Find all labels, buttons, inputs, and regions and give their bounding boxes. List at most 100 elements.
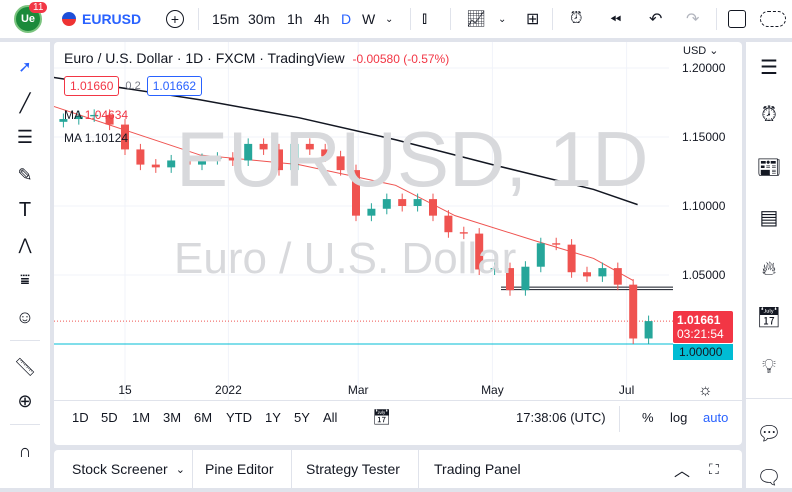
settings-icon[interactable]: ☼	[698, 382, 713, 399]
interval-4h[interactable]: 4h	[314, 11, 330, 27]
calendar-icon[interactable]: 📅︎	[756, 306, 782, 329]
y-tick-label: 1.20000	[682, 61, 726, 75]
candle-body	[367, 208, 376, 216]
compare-add-icon[interactable]: +	[163, 0, 187, 38]
data-window-icon[interactable]: ▤	[759, 206, 779, 229]
candle-body	[567, 244, 576, 273]
chat-icon[interactable]: 💬︎	[756, 422, 782, 445]
chevron-down-icon[interactable]: ⌄	[385, 13, 394, 25]
hotlist-icon[interactable]: 🔥︎	[761, 257, 777, 280]
candle-body	[244, 143, 253, 161]
range-ytd[interactable]: YTD	[226, 410, 252, 425]
fib-icon[interactable]: ☰	[16, 126, 34, 147]
ideas-icon[interactable]: 💡︎	[762, 355, 776, 378]
emoji-icon[interactable]: ☺	[15, 306, 35, 327]
range-5y[interactable]: 5Y	[294, 410, 310, 425]
right-toolbar: ☰ ⏰︎ 📰︎ ▤ 🔥︎ 📅︎ 💡︎ 💬︎ 🗨︎	[746, 42, 792, 489]
chevron-down-icon[interactable]: ⌄	[498, 13, 507, 25]
range-all[interactable]: All	[323, 410, 338, 425]
candle-body	[506, 268, 514, 291]
log-toggle[interactable]: log	[670, 410, 688, 425]
interval-w[interactable]: W	[362, 11, 376, 27]
magnet-icon[interactable]: ∩	[18, 440, 32, 461]
candle-body	[382, 199, 391, 209]
collapse-icon[interactable]: ︿	[674, 463, 691, 480]
x-tick-label: 2022	[215, 383, 242, 397]
interval-15m[interactable]: 15m	[212, 11, 240, 27]
cloud-save-icon[interactable]	[760, 0, 786, 38]
trend-line-icon[interactable]: ╱	[19, 92, 31, 113]
news-icon[interactable]: 📰︎	[756, 156, 782, 179]
y-tick-label: 1.05000	[682, 268, 726, 282]
tab-strategy-tester[interactable]: Strategy Tester	[306, 461, 400, 477]
x-tick-label: 15	[118, 383, 132, 397]
range-1y[interactable]: 1Y	[265, 410, 281, 425]
interval-1h[interactable]: 1h	[287, 11, 303, 27]
interval-30m[interactable]: 30m	[248, 11, 276, 27]
bottom-panel: Stock Screener ⌄ Pine Editor Strategy Tes…	[54, 450, 742, 488]
buy-button[interactable]: 1.01662	[146, 76, 203, 96]
candle-body	[336, 156, 345, 171]
range-3m[interactable]: 3M	[163, 410, 182, 425]
alarm-clock-icon[interactable]: ⏰︎	[761, 103, 777, 126]
price-chart[interactable]: 1.20000 1.15000 1.10000 1.05000 15 2022 Mar May…	[54, 42, 742, 445]
redo-icon[interactable]: ↷	[686, 11, 700, 28]
candle-body	[259, 143, 268, 150]
chevron-down-icon[interactable]: ⌄	[175, 463, 185, 476]
candle-body	[598, 268, 607, 277]
range-5d[interactable]: 5D	[101, 410, 118, 425]
candle-body	[182, 160, 191, 165]
range-1m[interactable]: 1M	[132, 410, 151, 425]
y-tick-label: 1.15000	[682, 130, 726, 144]
range-6m[interactable]: 6M	[194, 410, 213, 425]
candle-body	[583, 272, 591, 277]
symbol-search[interactable]: EURUSD	[62, 0, 141, 38]
auto-toggle[interactable]: auto	[703, 410, 729, 425]
zoom-in-icon[interactable]: ⊕	[17, 390, 33, 411]
goto-date-icon[interactable]: 📅︎	[372, 409, 392, 426]
avatar[interactable]: Ue 11	[12, 0, 48, 38]
candle-body	[305, 143, 314, 150]
ruler-icon[interactable]: 📏︎	[13, 356, 37, 377]
candle-body	[275, 149, 283, 171]
messages-icon[interactable]: 🗨︎	[756, 466, 782, 489]
interval-d[interactable]: D	[341, 11, 352, 27]
candles-icon[interactable]: ⫾	[422, 10, 428, 27]
brush-icon[interactable]: ✎	[17, 164, 33, 185]
cursor-icon[interactable]: ➚	[18, 59, 32, 76]
pattern-icon[interactable]: ⋀	[18, 237, 32, 254]
candle-body	[475, 233, 484, 270]
sell-button[interactable]: 1.01660	[64, 76, 120, 96]
candle-body	[536, 243, 545, 267]
prediction-icon[interactable]: ⩸	[20, 272, 30, 289]
layouts-icon[interactable]: ⊞	[526, 11, 540, 28]
tab-pine-editor[interactable]: Pine Editor	[205, 461, 274, 477]
candle-body	[228, 157, 237, 161]
percent-toggle[interactable]: %	[642, 410, 654, 425]
undo-icon[interactable]: ↶	[649, 11, 663, 28]
x-tick-label: Jul	[619, 383, 634, 397]
replay-icon[interactable]: ⏪︎	[610, 10, 622, 27]
text-icon[interactable]: T	[18, 198, 32, 221]
chart-panel[interactable]: 1.20000 1.15000 1.10000 1.05000 15 2022 Mar May…	[54, 42, 742, 445]
x-tick-label: May	[481, 383, 504, 397]
candle-body	[105, 114, 114, 125]
candle-body	[429, 199, 437, 216]
spread: 0.2	[125, 80, 141, 92]
watermark-name: Euro / U.S. Dollar	[174, 234, 517, 283]
symbol-label: EURUSD	[82, 11, 142, 27]
candle-body	[321, 149, 330, 157]
range-1d[interactable]: 1D	[72, 410, 89, 425]
clock-time[interactable]: 17:38:06 (UTC)	[516, 410, 606, 425]
ma-legend-2[interactable]: MA 1.10124	[64, 131, 129, 145]
currency-select[interactable]: USD ⌄	[683, 45, 719, 57]
watchlist-icon[interactable]: ☰	[760, 56, 778, 79]
alert-icon[interactable]: ⏰︎	[570, 10, 583, 27]
candle-body	[90, 114, 99, 117]
indicators-icon[interactable]: 📈︎	[466, 11, 487, 28]
fullscreen-icon[interactable]	[728, 0, 746, 38]
maximize-icon[interactable]: ⛶	[709, 460, 719, 477]
tab-stock-screener[interactable]: Stock Screener ⌄	[72, 461, 185, 477]
ma-legend-1[interactable]: MA 1.04634	[64, 108, 129, 122]
tab-trading-panel[interactable]: Trading Panel	[434, 461, 521, 477]
